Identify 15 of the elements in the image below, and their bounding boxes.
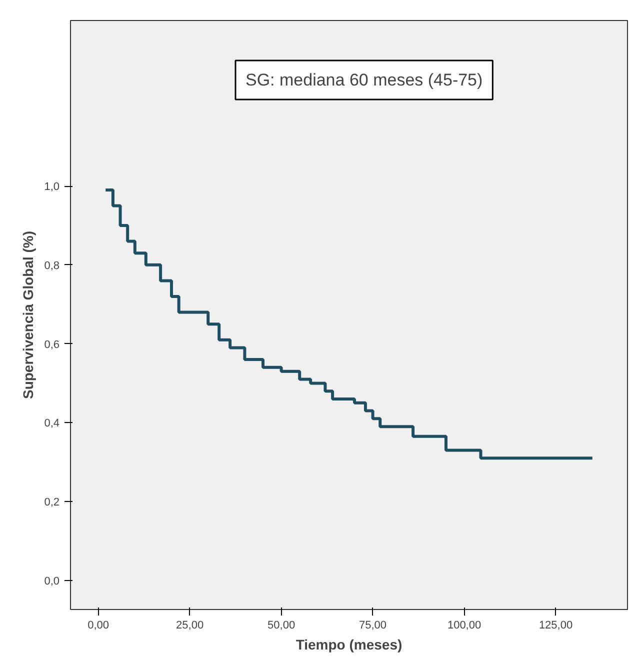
y-tick-label: 0,8 bbox=[44, 260, 60, 272]
x-axis-title: Tiempo (meses) bbox=[296, 636, 402, 652]
y-tick-label: 0,4 bbox=[44, 418, 60, 430]
x-tick-label: 25,00 bbox=[176, 620, 204, 632]
x-tick-label: 0,00 bbox=[88, 620, 110, 632]
y-axis-title: Supervivencia Global (%) bbox=[20, 230, 36, 400]
x-tick-label: 125,00 bbox=[538, 620, 573, 632]
y-tick-label: 0,6 bbox=[44, 338, 60, 351]
y-tick-label: 1,0 bbox=[44, 181, 60, 194]
annotation: SG: mediana 60 meses (45-75) bbox=[246, 70, 483, 90]
x-tick-label: 100,00 bbox=[447, 620, 482, 632]
x-tick-label: 75,00 bbox=[359, 620, 387, 632]
y-tick-label: 0,0 bbox=[44, 575, 60, 588]
y-tick-label: 0,2 bbox=[44, 496, 60, 508]
x-tick-label: 50,00 bbox=[268, 620, 296, 632]
